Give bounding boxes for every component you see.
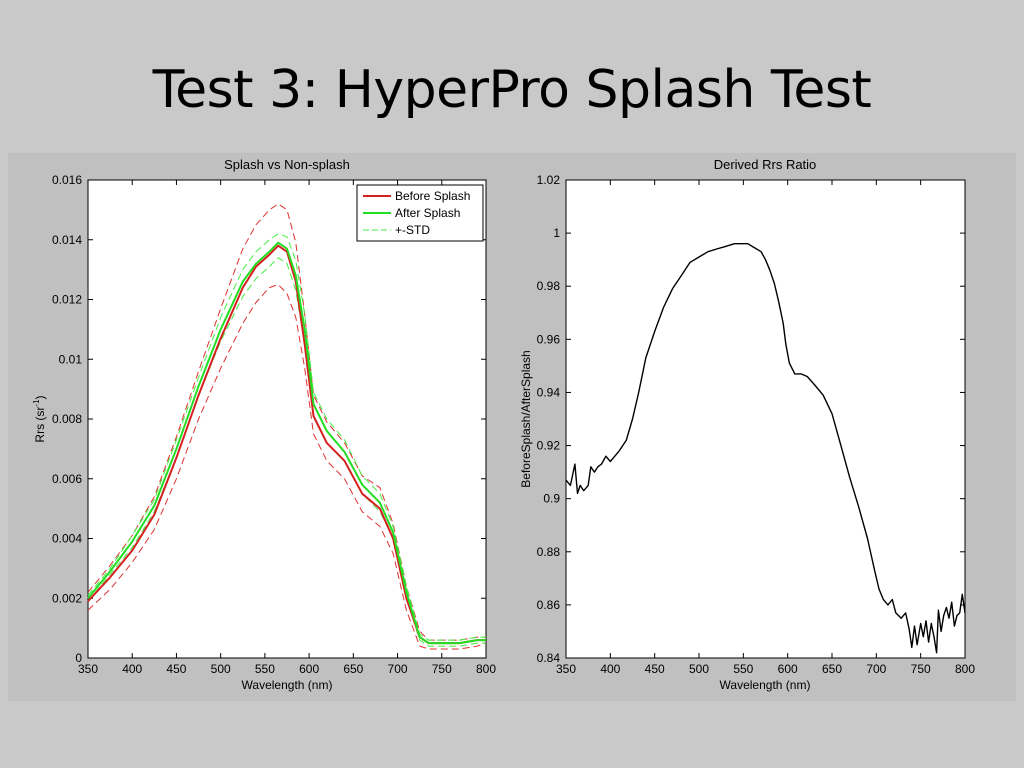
right-series-line-0 [565,242,966,654]
left-legend: Before Splash After Splash +-STD [356,184,484,242]
right-x-axis-label: Wavelength (nm) [720,678,811,692]
left-ytick-label: 0.008 [52,412,82,426]
left-xtick-label: 650 [343,662,363,676]
left-series-line-3 [87,203,486,641]
legend-label-std: +-STD [395,223,430,237]
left-xtick-label: 500 [211,662,231,676]
left-ytick-label: 0.002 [52,591,82,605]
right-ytick-label: 0.98 [537,279,561,293]
left-ytick-label: 0 [75,651,82,665]
right-xtick-label: 450 [645,662,665,676]
left-xtick-label: 700 [388,662,408,676]
left-ytick-label: 0.006 [52,472,82,486]
right-xtick-label: 600 [778,662,798,676]
right-chart-title: Derived Rrs Ratio [714,157,817,172]
left-xtick-label: 800 [476,662,496,676]
left-y-axis-label-end: ) [33,395,47,399]
right-yticks: 0.84 0.86 0.88 0.9 0.92 0.94 0.96 0.98 1 1.02 [537,173,965,665]
right-xtick-label: 500 [689,662,709,676]
right-chart: Derived Rrs Ratio Wavelength (nm) Before… [519,157,975,692]
right-ytick-label: 0.92 [537,439,561,453]
left-xtick-label: 550 [255,662,275,676]
right-ytick-label: 0.84 [537,651,561,665]
right-xtick-label: 550 [733,662,753,676]
right-xtick-label: 650 [822,662,842,676]
right-ytick-label: 0.96 [537,332,561,346]
left-series-line-2 [87,284,487,650]
legend-label-before: Before Splash [395,189,470,203]
left-y-axis-label-sup: -1 [32,399,41,407]
legend-label-after: After Splash [395,206,460,220]
left-xtick-label: 600 [299,662,319,676]
left-ytick-label: 0.016 [52,173,82,187]
left-xticks: 350 400 450 500 550 600 650 700 750 800 [78,180,496,676]
left-xtick-label: 400 [122,662,142,676]
right-ytick-label: 1 [553,226,560,240]
right-xtick-label: 750 [911,662,931,676]
left-xtick-label: 350 [78,662,98,676]
left-series-line-1 [87,241,486,645]
right-xtick-label: 700 [866,662,886,676]
left-y-axis-label-main: Rrs (sr [33,407,47,443]
left-ytick-label: 0.01 [59,352,83,366]
right-xticks: 350 400 450 500 550 600 650 700 750 800 [556,180,975,676]
right-xtick-label: 350 [556,662,576,676]
right-ytick-label: 0.9 [543,492,560,506]
left-series-line-5 [87,233,486,641]
right-y-axis-label: BeforeSplash/AfterSplash [519,350,533,487]
left-chart-title: Splash vs Non-splash [224,157,350,172]
left-y-axis-label: Rrs (sr-1) [32,395,47,442]
left-ytick-label: 0.014 [52,233,82,247]
right-ytick-label: 0.94 [537,385,561,399]
left-xtick-label: 750 [432,662,452,676]
right-xtick-label: 800 [955,662,975,676]
left-x-axis-label: Wavelength (nm) [242,678,333,692]
right-plot-area [565,179,966,659]
left-plot-area [87,179,487,659]
slide-title: Test 3: HyperPro Splash Test [152,60,872,120]
right-series [565,242,966,654]
left-ytick-label: 0.012 [52,293,82,307]
right-ytick-label: 0.88 [537,545,561,559]
right-ytick-label: 1.02 [537,173,561,187]
left-yticks: 0 0.002 0.004 0.006 0.008 0.01 0.012 0.014 0.016 [52,173,486,665]
left-ytick-label: 0.004 [52,532,82,546]
left-chart: Splash vs Non-splash Wavelength (nm) Rrs… [32,157,496,692]
right-xtick-label: 400 [600,662,620,676]
left-xtick-label: 450 [166,662,186,676]
right-ytick-label: 0.86 [537,598,561,612]
figure-svg: Splash vs Non-splash Wavelength (nm) Rrs… [32,157,975,692]
figure-panel: Splash vs Non-splash Wavelength (nm) Rrs… [8,153,1016,701]
left-series [87,203,487,650]
